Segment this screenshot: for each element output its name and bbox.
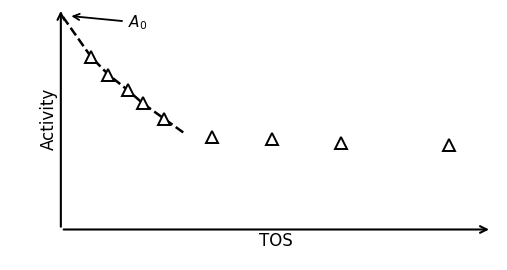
Text: $A_0$: $A_0$ xyxy=(74,13,147,32)
X-axis label: TOS: TOS xyxy=(260,232,293,250)
Y-axis label: Activity: Activity xyxy=(40,88,58,150)
